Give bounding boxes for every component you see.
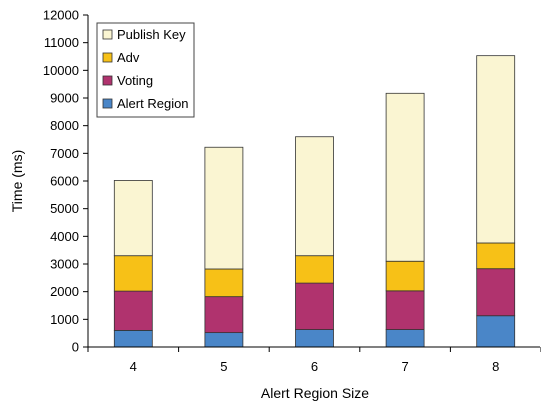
bar-alert-region-6 [295, 329, 334, 348]
y-axis-title: Time (ms) [9, 150, 25, 212]
y-tick-label: 3000 [50, 257, 79, 272]
bar-adv-7 [385, 260, 425, 292]
bar-publish-key-4 [113, 180, 153, 257]
legend-label: Adv [117, 50, 140, 65]
y-tick-label: 10000 [43, 63, 79, 78]
bar-voting-8 [476, 268, 516, 317]
bar-adv-8 [476, 242, 516, 270]
bar-voting-5 [204, 296, 244, 334]
bar-alert-region-5 [204, 332, 244, 348]
bar-adv-4 [113, 255, 153, 292]
bar-publish-key-6 [295, 136, 334, 257]
legend-swatch [102, 52, 113, 63]
x-tick-label: 8 [492, 359, 499, 374]
y-tick-label: 1000 [50, 312, 79, 327]
bar-publish-key-7 [385, 92, 425, 262]
bar-voting-7 [385, 290, 425, 330]
bar-alert-region-8 [476, 315, 516, 348]
legend-swatch [102, 75, 113, 86]
y-tick-label: 12000 [43, 8, 79, 23]
x-tick-label: 4 [130, 359, 137, 374]
legend-swatch [102, 98, 113, 109]
y-tick-label: 4000 [50, 229, 79, 244]
bar-alert-region-7 [385, 329, 425, 348]
y-tick-label: 0 [72, 340, 79, 355]
bar-adv-6 [295, 255, 334, 284]
legend-box [96, 22, 195, 118]
y-tick-label: 8000 [50, 118, 79, 133]
legend-label: Voting [117, 73, 153, 88]
bar-voting-6 [295, 282, 334, 330]
bar-publish-key-5 [204, 146, 244, 270]
legend-label: Alert Region [117, 96, 189, 111]
y-tick-label: 5000 [50, 201, 79, 216]
bar-publish-key-8 [476, 55, 516, 244]
legend: Publish Key Adv Voting Alert Region [96, 22, 195, 118]
bar-adv-5 [204, 268, 244, 298]
y-tick-label: 11000 [44, 35, 79, 50]
legend-swatch [102, 29, 113, 40]
bar-voting-4 [113, 290, 153, 331]
y-tick-label: 9000 [50, 91, 79, 106]
bar-alert-region-4 [113, 329, 153, 348]
y-tick-label: 7000 [50, 146, 79, 161]
x-axis-title: Alert Region Size [261, 385, 369, 401]
legend-label: Publish Key [117, 27, 186, 42]
x-tick-label: 7 [401, 359, 408, 374]
y-tick-label: 6000 [50, 174, 79, 189]
x-tick-label: 6 [311, 359, 318, 374]
y-tick-label: 2000 [50, 284, 79, 299]
x-tick-label: 5 [220, 359, 227, 374]
